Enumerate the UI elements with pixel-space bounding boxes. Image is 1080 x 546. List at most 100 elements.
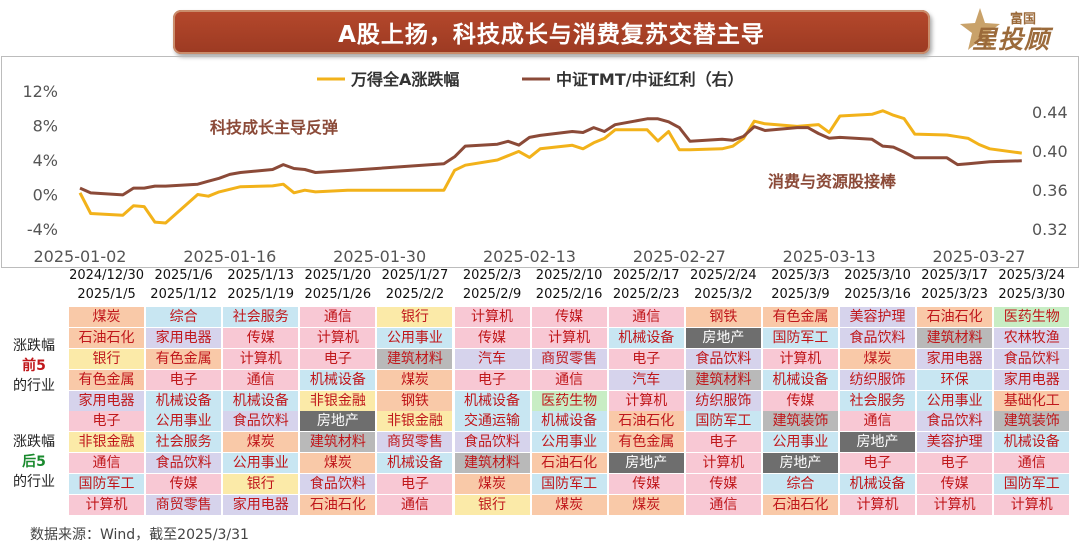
top5-industry-cell: 汽车 [454,349,530,369]
bottom5-industry-cell: 石油石化 [608,411,684,431]
y-right-tick-label: 0.32 [1032,220,1068,239]
bottom5-industry-cell: 机械设备 [994,432,1070,452]
bottom5-industry-cell: 食品饮料 [146,453,222,473]
x-tick-label: 2025-02-27 [633,247,726,266]
y-left-tick-label: -4% [27,220,58,239]
top5-industry-cell: 食品饮料 [994,349,1070,369]
week-header: 2025/3/17 2025/3/23 [916,266,993,306]
top5-industry-cell: 商贸零售 [531,349,607,369]
top5-industry-cell: 计算机 [454,307,530,327]
bottom5-industry-cell: 建筑材料 [300,432,376,452]
logo-small-text: 富国 [1010,12,1037,27]
series-line-tmt-ratio [79,117,1022,197]
top5-industry-cell: 钢铁 [377,391,453,411]
line-chart: 12% 8% 4% 0% -4% 0.44 0.40 0.36 0.32 2025-01-02 20… [22,70,1068,266]
bottom5-industry-cell: 传媒 [146,474,222,494]
bottom5-industry-cell: 综合 [762,474,838,494]
bottom5-industry-cell: 电子 [917,453,993,473]
bottom5-industry-cell: 建筑装饰 [762,411,838,431]
top5-industry-cell: 有色金属 [146,349,222,369]
top5-industry-cell: 有色金属 [69,370,145,390]
row-label-line: 的行业 [13,378,55,394]
top5-industry-cell: 家用电器 [994,370,1070,390]
legend-label: 中证TMT/中证红利（右） [556,70,744,89]
brand-logo: 富国 星投顾 [960,4,1070,54]
bottom5-industry-cell: 交通运输 [454,411,530,431]
bottom5-industry-cell: 煤炭 [454,474,530,494]
row-label-highlight: 后5 [22,454,46,470]
bottom5-industry-cell: 通信 [994,453,1070,473]
week-header: 2025/3/24 2025/3/30 [993,266,1070,306]
top5-industry-cell: 食品饮料 [840,328,916,348]
top5-industry-cell: 银行 [69,349,145,369]
top5-industry-cell: 通信 [531,370,607,390]
bottom5-industry-cell: 国防军工 [531,474,607,494]
bottom5-industry-cell: 食品饮料 [223,411,299,431]
bottom5-industry-cell: 银行 [454,495,530,515]
bottom5-industry-cell: 食品饮料 [454,432,530,452]
bottom5-industry-cell: 煤炭 [608,495,684,515]
y-left-tick-label: 8% [33,117,58,136]
bottom5-industry-cell: 公用事业 [223,453,299,473]
x-tick-label: 2025-01-30 [333,247,426,266]
top5-industry-cell: 社会服务 [840,391,916,411]
week-end: 2025/2/9 [462,287,522,302]
top5-industry-cell: 纺织服饰 [685,391,761,411]
top5-industry-cell: 医药生物 [994,307,1070,327]
top5-industry-cell: 传媒 [223,328,299,348]
bottom5-industry-cell: 非银金融 [69,432,145,452]
week-end: 2025/3/9 [771,287,830,302]
bottom5-industry-cell: 计算机 [69,495,145,515]
bottom5-industry-cell: 房地产 [608,453,684,473]
bottom5-industry-cell: 建筑装饰 [994,411,1070,431]
week-header: 2024/12/30 2025/1/5 [68,266,145,306]
top5-industry-cell: 电子 [608,349,684,369]
bottom5-industry-cell: 公用事业 [531,432,607,452]
bottom5-industry-cell: 食品饮料 [300,474,376,494]
week-start: 2025/1/6 [154,268,213,283]
week-header: 2025/1/13 2025/1/19 [222,266,299,306]
top5-industry-cell: 家用电器 [146,328,222,348]
week-start: 2025/3/3 [771,268,830,283]
week-start: 2025/1/20 [304,268,372,283]
row-label-line: 的行业 [13,474,55,490]
week-start: 2025/1/13 [227,268,295,283]
y-left-tick-label: 12% [22,82,58,101]
top5-industry-cell: 家用电器 [917,349,993,369]
bottom5-industry-cell: 计算机 [840,495,916,515]
bottom5-industry-cell: 通信 [69,453,145,473]
bottom5-industry-cell: 机械设备 [531,411,607,431]
top5-industry-cell: 石油石化 [69,328,145,348]
top5-industry-cell: 煤炭 [69,307,145,327]
week-start: 2025/3/10 [844,268,911,283]
week-end: 2025/2/23 [612,287,680,302]
week-end: 2025/3/23 [921,287,988,302]
top5-industry-cell: 通信 [300,307,376,327]
top5-industry-cell: 美容护理 [840,307,916,327]
bottom5-industry-cell: 煤炭 [531,495,607,515]
week-header: 2025/3/3 2025/3/9 [762,266,839,306]
top5-industry-cell: 通信 [608,307,684,327]
top5-industry-cell: 煤炭 [377,370,453,390]
top5-industry-cell: 环保 [917,370,993,390]
top5-industry-cell: 计算机 [762,349,838,369]
top5-industry-cell: 机械设备 [454,391,530,411]
top5-industry-cell: 传媒 [762,391,838,411]
data-source: 数据来源：Wind，截至2025/3/31 [30,527,249,543]
week-end: 2025/2/16 [535,287,603,302]
bottom5-industry-cell: 美容护理 [917,432,993,452]
bottom5-industry-cell: 传媒 [608,474,684,494]
bottom5-industry-cell: 有色金属 [608,432,684,452]
bottom5-industry-cell: 商贸零售 [377,432,453,452]
annotation-consumer-resource: 消费与资源股接棒 [768,172,897,191]
row-label-highlight: 前5 [22,358,46,374]
top5-industry-cell: 电子 [146,370,222,390]
week-header: 2025/3/10 2025/3/16 [839,266,916,306]
x-tick-label: 2025-02-13 [483,247,576,266]
top5-industry-cell: 传媒 [531,307,607,327]
bottom5-industry-cell: 国防军工 [994,474,1070,494]
bottom5-industry-cell: 计算机 [685,453,761,473]
bottom5-industry-cell: 石油石化 [762,495,838,515]
bottom5-industry-cell: 计算机 [994,495,1070,515]
top5-industry-cell: 银行 [377,307,453,327]
